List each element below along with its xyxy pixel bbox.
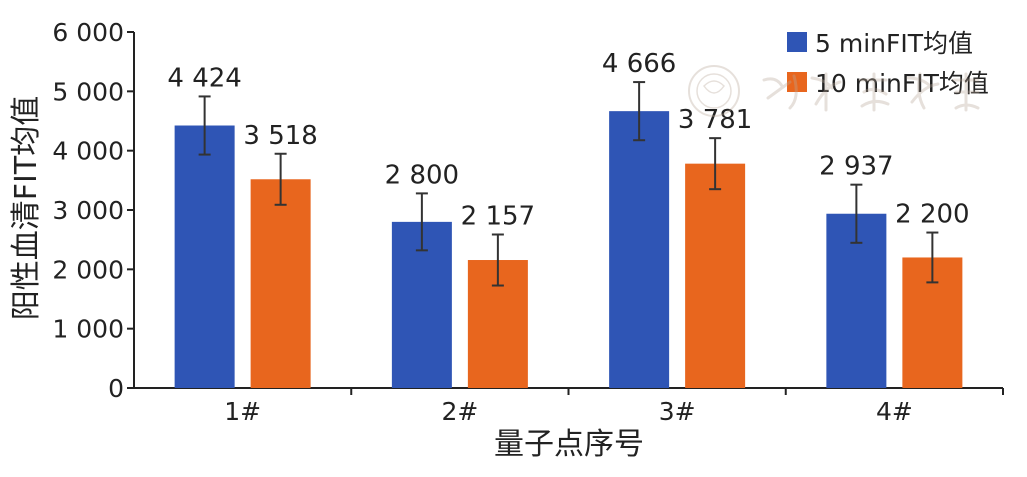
legend-label: 5 minFIT均值 [815, 29, 973, 58]
bar [609, 111, 670, 388]
y-tick-label: 1 000 [52, 315, 124, 344]
x-tick-label: 2# [441, 397, 478, 426]
y-tick-label: 2 000 [52, 255, 124, 284]
error-bars [198, 81, 939, 287]
watermark-seal [688, 65, 980, 117]
y-tick-label: 0 [108, 374, 124, 403]
legend: 5 minFIT均值 10 minFIT均值 [787, 29, 989, 98]
x-tick-label: 4# [876, 397, 913, 426]
data-label: 2 157 [461, 202, 535, 232]
x-axis-title: 量子点序号 [494, 427, 644, 462]
y-tick-label: 3 000 [52, 196, 124, 225]
x-tick-label: 1# [224, 397, 261, 426]
legend-swatch [787, 32, 807, 52]
legend-label: 10 minFIT均值 [815, 69, 989, 98]
y-tick-label: 5 000 [52, 77, 124, 106]
bar [174, 125, 235, 388]
legend-swatch [787, 72, 807, 92]
x-axis: 1# 2# 3# 4# [134, 387, 1004, 426]
y-axis-title: 阳性血清FIT均值 [9, 96, 44, 320]
data-label: 4 666 [602, 49, 676, 79]
data-label: 4 424 [167, 63, 241, 93]
data-label: 2 800 [385, 160, 459, 190]
bar [250, 179, 311, 388]
data-label: 3 781 [678, 105, 752, 135]
x-tick-label: 3# [659, 397, 696, 426]
data-label: 3 518 [243, 121, 317, 151]
bar [685, 163, 746, 388]
y-axis: 0 1 000 2 000 3 000 4 000 5 000 6 000 [52, 18, 135, 403]
y-tick-label: 4 000 [52, 137, 124, 166]
data-label: 2 200 [895, 200, 969, 230]
data-label: 2 937 [819, 152, 893, 182]
bars [174, 111, 963, 388]
y-tick-label: 6 000 [52, 18, 124, 47]
